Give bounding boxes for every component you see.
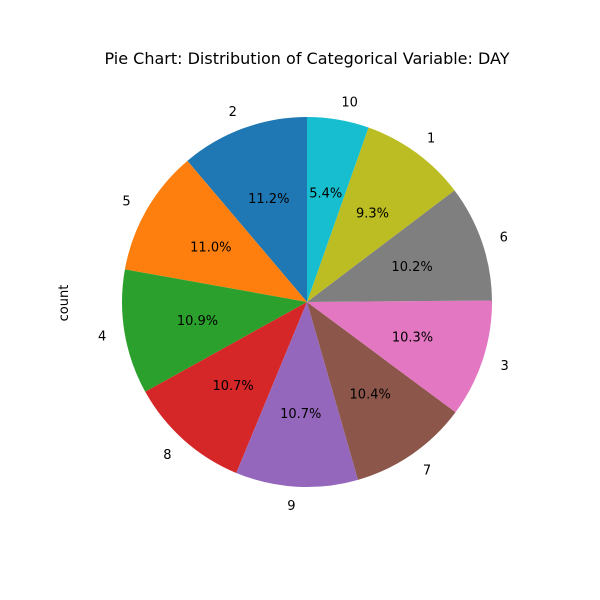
- percent-label-8: 10.7%: [212, 379, 253, 394]
- pie-labels: 2 11.2% 5 11.0% 4 10.9% 8 10.7% 9 10.7% 7 10.4% 3 10.…: [98, 95, 509, 514]
- pie-slice-3: [307, 300, 492, 413]
- percent-label-2: 11.2%: [248, 192, 289, 207]
- category-label-6: 6: [500, 230, 508, 245]
- category-label-5: 5: [122, 194, 130, 209]
- category-label-1: 1: [427, 132, 435, 147]
- category-label-2: 2: [229, 105, 237, 120]
- category-label-9: 9: [287, 499, 295, 514]
- y-axis-label: count: [57, 285, 72, 322]
- pie-slices: [121, 117, 492, 488]
- percent-label-3: 10.3%: [392, 330, 433, 345]
- percent-label-9: 10.7%: [280, 407, 321, 422]
- percent-label-7: 10.4%: [350, 387, 391, 402]
- category-label-3: 3: [500, 359, 508, 374]
- chart-title: Pie Chart: Distribution of Categorical V…: [104, 49, 509, 68]
- pie-slice-9: [236, 302, 359, 488]
- pie-slice-8: [145, 302, 307, 473]
- percent-label-1: 9.3%: [356, 206, 389, 221]
- category-label-7: 7: [423, 463, 431, 478]
- pie-slice-5: [124, 160, 307, 302]
- pie-slice-10: [307, 117, 369, 302]
- percent-label-4: 10.9%: [177, 314, 218, 329]
- pie-slice-7: [307, 302, 456, 480]
- percent-label-5: 11.0%: [190, 241, 231, 256]
- pie-slice-4: [121, 269, 307, 392]
- pie-slice-2: [187, 117, 307, 302]
- percent-label-6: 10.2%: [391, 260, 432, 275]
- category-label-10: 10: [341, 95, 358, 110]
- category-label-8: 8: [163, 448, 171, 463]
- category-label-4: 4: [98, 329, 106, 344]
- pie-slice-6: [307, 190, 492, 302]
- percent-label-10: 5.4%: [309, 187, 342, 202]
- pie-slice-1: [307, 127, 455, 302]
